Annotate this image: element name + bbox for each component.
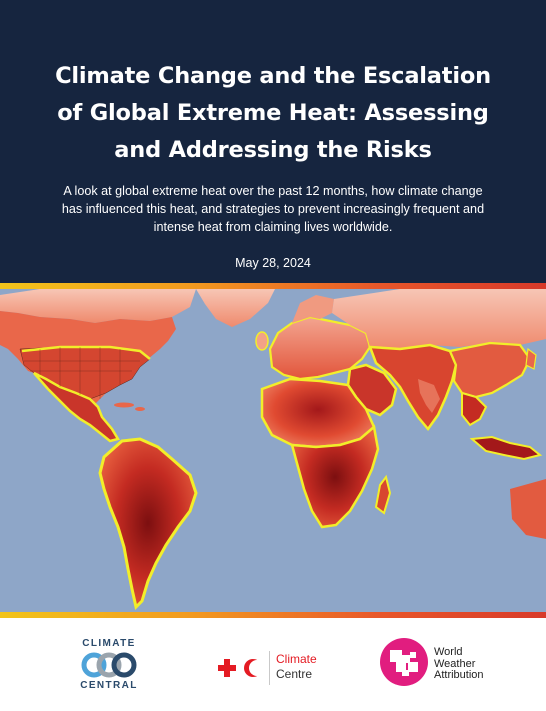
madagascar bbox=[374, 474, 392, 515]
title-line-1: Climate Change and the Escalation bbox=[55, 63, 491, 89]
climate-central-word-1: CLIMATE bbox=[82, 638, 136, 649]
wwa-line-3: Attribution bbox=[434, 669, 484, 681]
south-america bbox=[98, 437, 198, 610]
australia-edge bbox=[510, 479, 546, 539]
climate-centre-divider bbox=[269, 651, 270, 685]
us-state-lines bbox=[24, 347, 140, 399]
subtitle-line-2: has influenced this heat, and strategies… bbox=[61, 202, 485, 216]
subtitle-line-3: intense heat from claiming lives worldwi… bbox=[153, 220, 393, 234]
wwa-text: World Weather Attribution bbox=[434, 646, 514, 682]
wwa-pixel-icon bbox=[390, 650, 418, 676]
wwa-line-1: World bbox=[434, 646, 463, 658]
partner-logos: CLIMATE CENTRAL Climate Centre bbox=[0, 618, 546, 711]
top-color-band bbox=[0, 283, 546, 289]
mexico-central-america bbox=[33, 371, 120, 443]
scandinavia bbox=[292, 295, 334, 323]
climate-centre-text: Climate Centre bbox=[276, 652, 356, 682]
red-crescent-icon bbox=[244, 659, 264, 677]
wwa-circle-icon bbox=[380, 638, 428, 686]
indonesia bbox=[469, 435, 543, 461]
central-southern-africa bbox=[290, 424, 380, 529]
climate-central-word-2: CENTRAL bbox=[80, 680, 138, 691]
world-heat-map bbox=[0, 289, 546, 612]
title-line-3: and Addressing the Risks bbox=[114, 137, 432, 163]
wwa-line-2: Weather bbox=[434, 657, 476, 670]
climate-centre-line-2: Centre bbox=[276, 667, 313, 681]
india-highlight bbox=[418, 379, 440, 413]
red-cross-icon bbox=[218, 659, 236, 677]
usa-border-highlight bbox=[21, 345, 151, 360]
japan bbox=[525, 347, 537, 370]
subtitle-line-1: A look at global extreme heat over the p… bbox=[63, 184, 483, 198]
east-asia bbox=[448, 341, 532, 399]
climate-centre-line-1: Climate bbox=[276, 652, 317, 666]
cuba bbox=[114, 402, 134, 408]
title-line-2: of Global Extreme Heat: Assessing bbox=[57, 100, 489, 126]
british-isles bbox=[255, 331, 269, 351]
world-weather-attribution-logo: World Weather Attribution bbox=[380, 638, 520, 688]
greenland bbox=[196, 289, 275, 327]
russia bbox=[332, 289, 546, 349]
report-date: May 28, 2024 bbox=[235, 256, 311, 270]
cover-header: Climate Change and the Escalation of Glo… bbox=[0, 0, 546, 283]
hispaniola bbox=[135, 407, 145, 411]
report-title: Climate Change and the Escalation of Glo… bbox=[20, 58, 526, 169]
southeast-asia bbox=[461, 391, 488, 427]
canada-arctic bbox=[0, 289, 196, 323]
report-subtitle: A look at global extreme heat over the p… bbox=[30, 182, 516, 236]
world-heat-map-graphic bbox=[0, 289, 546, 612]
climate-central-rings-icon bbox=[81, 652, 137, 678]
climate-central-logo: CLIMATE CENTRAL bbox=[78, 638, 140, 691]
bottom-color-band bbox=[0, 612, 546, 618]
